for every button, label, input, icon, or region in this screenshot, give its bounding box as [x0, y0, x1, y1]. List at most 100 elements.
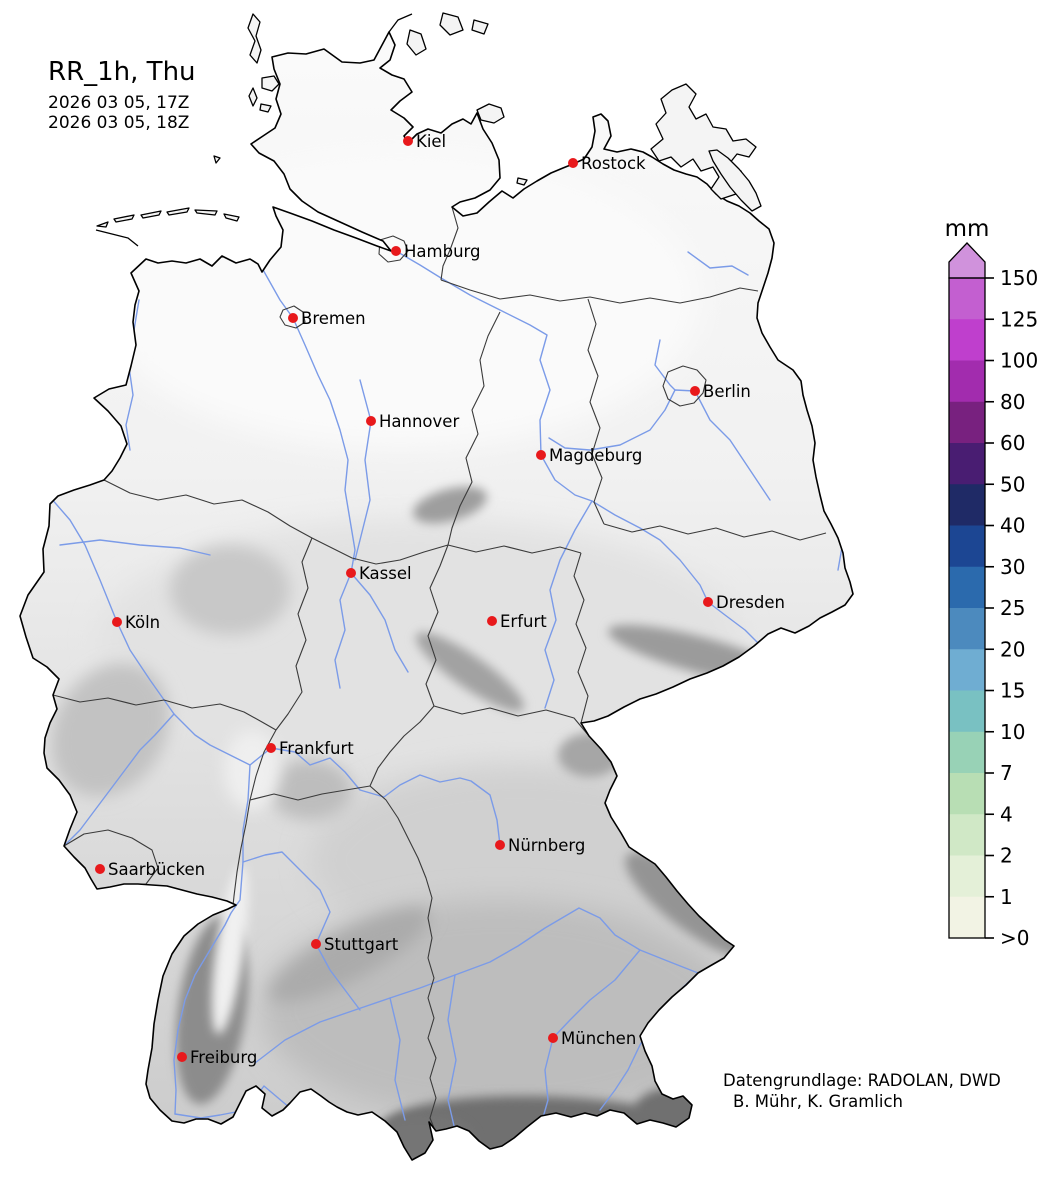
city-marker-berlin: Berlin: [690, 382, 751, 401]
colorbar-tick-label: 100: [1000, 349, 1038, 373]
city-marker-kassel: Kassel: [346, 564, 412, 583]
city-markers: Kiel Rostock Hamburg Bremen Berlin Hannover Ma…: [95, 132, 785, 1067]
germany-outline: [19, 31, 854, 1161]
city-marker-hamburg: Hamburg: [391, 242, 481, 261]
colorbar-segment: [949, 319, 985, 362]
colorbar-tick-label: 30: [1000, 555, 1025, 579]
islands: [95, 12, 762, 247]
city-marker-freiburg: Freiburg: [177, 1048, 257, 1067]
author-credit: B. Mühr, K. Gramlich: [733, 1092, 903, 1111]
city-marker-kiel: Kiel: [403, 132, 446, 151]
colorbar: 150 125 100 80 60 50 40 30 25 20 15 10 7 4 2 1 >0: [948, 242, 1038, 950]
city-label-stuttgart: Stuttgart: [324, 935, 399, 954]
colorbar-segment: [949, 401, 985, 444]
valid-time-line1: 2026 03 05, 17Z: [48, 93, 189, 113]
colorbar-unit-label: mm: [945, 216, 990, 242]
city-label-berlin: Berlin: [703, 382, 751, 401]
colorbar-tick-label: 150: [1000, 266, 1038, 290]
colorbar-segment: [949, 649, 985, 692]
city-dot-icon: [366, 416, 376, 426]
city-marker-nrnberg: Nürnberg: [495, 836, 585, 855]
colorbar-segment: [949, 690, 985, 733]
city-label-mnchen: München: [561, 1029, 636, 1048]
city-label-bremen: Bremen: [301, 309, 366, 328]
colorbar-segment: [949, 814, 985, 857]
city-dot-icon: [536, 450, 546, 460]
colorbar-segment: [949, 773, 985, 815]
city-dot-icon: [703, 597, 713, 607]
city-dot-icon: [548, 1033, 558, 1043]
city-label-hannover: Hannover: [379, 412, 459, 431]
city-label-nrnberg: Nürnberg: [508, 836, 585, 855]
city-label-hamburg: Hamburg: [404, 242, 481, 261]
colorbar-tick-label: 80: [1000, 390, 1025, 414]
city-dot-icon: [288, 313, 298, 323]
city-marker-erfurt: Erfurt: [487, 612, 547, 631]
city-marker-saarbcken: Saarbücken: [95, 860, 205, 879]
city-marker-bremen: Bremen: [288, 309, 366, 328]
city-marker-stuttgart: Stuttgart: [311, 935, 399, 954]
city-dot-icon: [391, 246, 401, 256]
colorbar-tick-label: 20: [1000, 637, 1025, 661]
city-label-freiburg: Freiburg: [190, 1048, 257, 1067]
colorbar-segment: [949, 896, 985, 939]
city-label-saarbcken: Saarbücken: [108, 860, 205, 879]
city-marker-hannover: Hannover: [366, 412, 459, 431]
city-dot-icon: [177, 1052, 187, 1062]
colorbar-tick-label: >0: [1000, 926, 1029, 950]
city-marker-dresden: Dresden: [703, 593, 785, 612]
city-dot-icon: [690, 386, 700, 396]
city-dot-icon: [495, 840, 505, 850]
colorbar-segment: [949, 278, 985, 320]
city-label-dresden: Dresden: [716, 593, 785, 612]
state-borders: [52, 206, 827, 1159]
colorbar-segment: [949, 443, 985, 485]
city-label-kassel: Kassel: [359, 564, 412, 583]
city-marker-mnchen: München: [548, 1029, 636, 1048]
colorbar-tick-label: 10: [1000, 720, 1025, 744]
colorbar-tick-label: 25: [1000, 596, 1025, 620]
valid-time-line2: 2026 03 05, 18Z: [48, 113, 189, 133]
colorbar-segment: [949, 608, 985, 650]
data-source-credit: Datengrundlage: RADOLAN, DWD: [723, 1071, 1001, 1090]
colorbar-segment: [949, 731, 985, 774]
city-label-rostock: Rostock: [581, 154, 646, 173]
city-dot-icon: [266, 743, 276, 753]
city-dot-icon: [487, 616, 497, 626]
city-label-magdeburg: Magdeburg: [549, 446, 642, 465]
colorbar-segment: [949, 566, 985, 609]
city-label-erfurt: Erfurt: [500, 612, 547, 631]
city-marker-magdeburg: Magdeburg: [536, 446, 642, 465]
colorbar-segment: [949, 525, 985, 568]
city-dot-icon: [568, 158, 578, 168]
colorbar-overflow-arrow: [948, 242, 986, 279]
city-label-kln: Köln: [125, 613, 160, 632]
city-dot-icon: [346, 568, 356, 578]
colorbar-tick-label: 50: [1000, 472, 1025, 496]
colorbar-tick-label: 4: [1000, 802, 1013, 826]
city-marker-frankfurt: Frankfurt: [266, 739, 354, 758]
colorbar-tick-label: 125: [1000, 307, 1038, 331]
colorbar-segment: [949, 855, 985, 898]
colorbar-tick-label: 2: [1000, 844, 1013, 868]
city-label-kiel: Kiel: [416, 132, 446, 151]
colorbar-tick-label: 15: [1000, 679, 1025, 703]
colorbar-tick-label: 1: [1000, 885, 1013, 909]
city-dot-icon: [403, 136, 413, 146]
city-dot-icon: [95, 864, 105, 874]
colorbar-tick-label: 40: [1000, 514, 1025, 538]
colorbar-segment: [949, 484, 985, 527]
colorbar-tick-label: 7: [1000, 761, 1013, 785]
colorbar-segment: [949, 360, 985, 403]
page-title: RR_1h, Thu: [48, 57, 196, 87]
city-dot-icon: [311, 939, 321, 949]
city-dot-icon: [112, 617, 122, 627]
city-marker-kln: Köln: [112, 613, 160, 632]
rivers: [49, 250, 846, 1131]
colorbar-tick-label: 60: [1000, 431, 1025, 455]
city-label-frankfurt: Frankfurt: [279, 739, 354, 758]
city-marker-rostock: Rostock: [568, 154, 646, 173]
